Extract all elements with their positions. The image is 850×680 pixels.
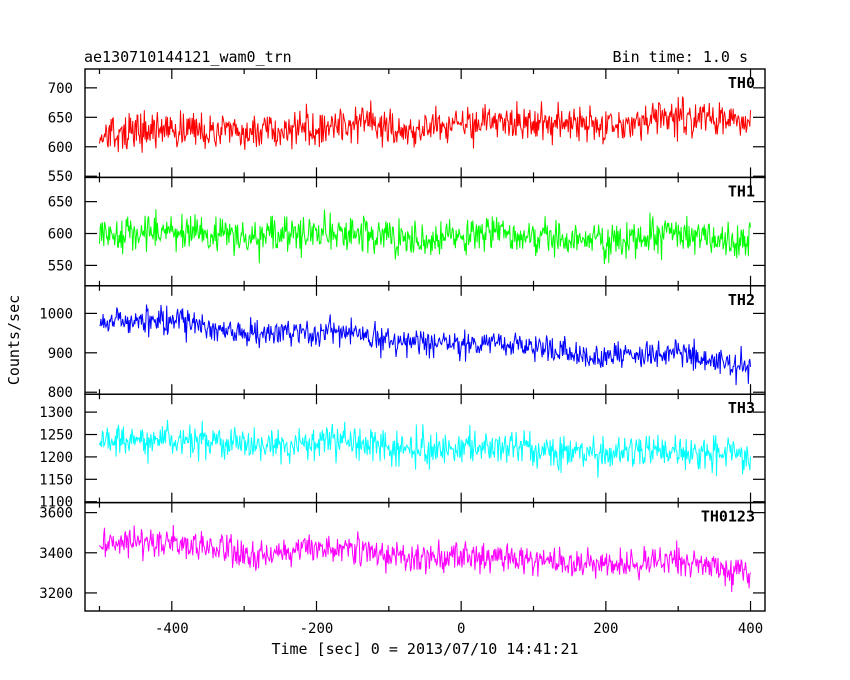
y-tick-label: 3600 [39, 506, 73, 522]
y-tick-label: 1300 [39, 405, 73, 421]
panel-frame [84, 501, 766, 612]
y-tick-label: 600 [48, 140, 73, 156]
panels-group: 550 600 650 700 TH0 550 600 650 TH1 800 900 1000 TH2… [39, 68, 766, 612]
y-tick-label: 800 [48, 385, 73, 401]
x-tick-label: 200 [593, 621, 618, 637]
y-tick-label: 1150 [39, 472, 73, 488]
panel-th0123: 3200 3400 3600 TH0123 [39, 501, 766, 612]
y-tick-label: 3400 [39, 546, 73, 562]
y-tick-label: 900 [48, 346, 73, 362]
y-axis-label: Counts/sec [5, 295, 23, 385]
x-tick-label: -400 [155, 621, 189, 637]
x-axis-label: Time [sec] 0 = 2013/07/10 14:41:21 [271, 640, 578, 658]
y-tick-label: 650 [48, 195, 73, 211]
series-line-th3 [98, 419, 752, 478]
y-tick-label: 1200 [39, 450, 73, 466]
panel-th2: 800 900 1000 TH2 [39, 285, 766, 401]
x-tick-group: -400 -200 0 200 400 [155, 621, 763, 637]
panel-th3: 1100 1150 1200 1250 1300 TH3 [39, 393, 766, 511]
panel-name-label: TH0 [728, 74, 755, 92]
y-tick-label: 1250 [39, 428, 73, 444]
series-line-th0123 [99, 524, 751, 592]
y-tick-label: 700 [48, 81, 73, 97]
y-tick-label: 1000 [39, 306, 73, 322]
x-tick-label: 400 [738, 621, 763, 637]
panel-th0: 550 600 650 700 TH0 [48, 68, 766, 185]
panel-name-label: TH3 [728, 399, 755, 417]
series-line-th0 [98, 96, 752, 153]
y-tick-label: 550 [48, 258, 73, 274]
panel-name-label: TH0123 [701, 508, 755, 526]
y-tick-label: 3200 [39, 586, 73, 602]
panel-th1: 550 600 650 TH1 [48, 176, 766, 287]
panel-name-label: TH1 [728, 182, 755, 200]
chart-title: ae130710144121_wam0_trn [84, 48, 292, 66]
bin-time-label: Bin time: 1.0 s [613, 48, 748, 66]
y-tick-label: 550 [48, 169, 73, 185]
x-tick-label: -200 [300, 621, 334, 637]
y-tick-label: 650 [48, 110, 73, 126]
panel-name-label: TH2 [728, 291, 755, 309]
series-line-th1 [98, 209, 752, 265]
y-tick-label: 1100 [39, 495, 73, 511]
x-tick-label: 0 [457, 621, 465, 637]
y-tick-label: 600 [48, 227, 73, 243]
series-line-th2 [99, 304, 752, 386]
